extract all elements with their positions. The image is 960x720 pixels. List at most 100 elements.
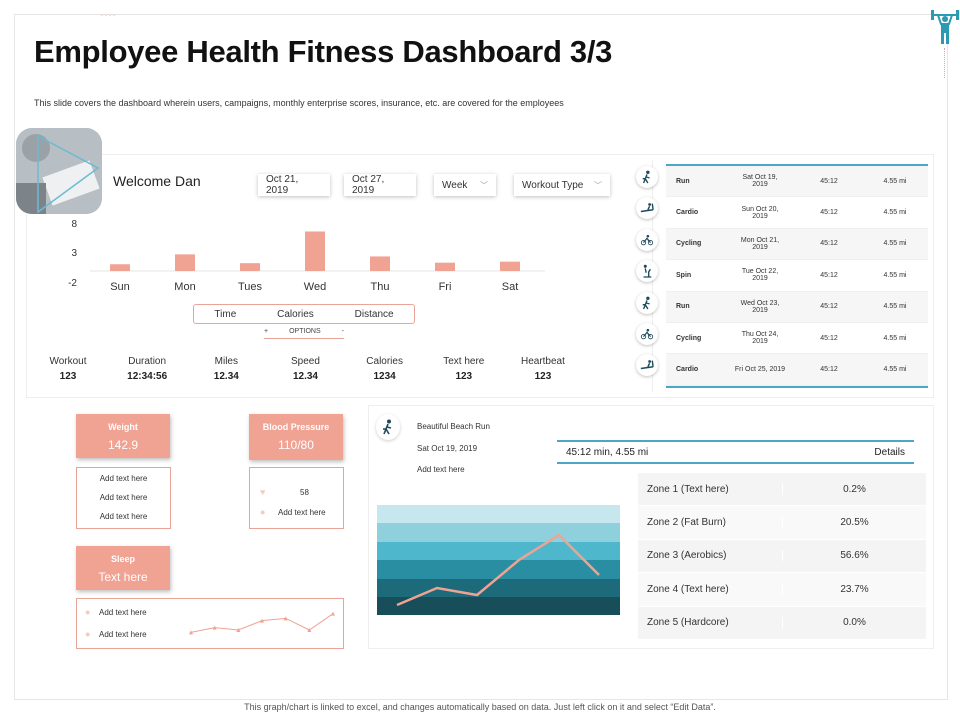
segment-distance[interactable]: Distance	[354, 308, 394, 320]
activity-row[interactable]: Cardio Sun Oct 20, 2019 45:12 4.55 mi	[666, 197, 928, 229]
sleep-trend-chart	[189, 611, 335, 635]
segment-calories[interactable]: Calories	[277, 308, 314, 320]
activity-row[interactable]: Cycling Thu Oct 24, 2019 45:12 4.55 mi	[666, 323, 928, 355]
blood-pressure-card[interactable]: Blood Pressure 110/80	[249, 414, 343, 460]
activity-distance: 4.55 mi	[883, 366, 907, 374]
segment-time[interactable]: Time	[214, 308, 237, 320]
weight-value: 142.9	[107, 438, 139, 452]
zone-row: Zone 4 (Text here) 23.7%	[638, 573, 926, 607]
activity-type: Cardio	[676, 209, 699, 217]
details-link[interactable]: Details	[874, 446, 905, 458]
heart-rate-value: 58	[300, 487, 309, 497]
end-date-value: Oct 27, 2019	[352, 174, 385, 196]
heart-rate-line	[396, 533, 600, 607]
activity-time: 45:12	[820, 209, 838, 217]
x-axis-labels: Sun Mon Tues Wed Thu Fri Sat	[90, 281, 545, 295]
activity-type: Spin	[676, 271, 692, 279]
x-tick-label: Wed	[303, 281, 327, 293]
zone-row: Zone 5 (Hardcore) 0.0%	[638, 606, 926, 640]
activity-date: Thu Oct 24, 2019	[741, 331, 779, 346]
metric-label: Speed	[291, 356, 320, 367]
activity-date: Tue Oct 22, 2019	[741, 268, 779, 283]
list-item-text: Add text here	[278, 507, 326, 517]
cyclist-icon	[636, 322, 658, 345]
list-item: Add text here	[99, 512, 148, 521]
weight-card[interactable]: Weight 142.9	[76, 414, 170, 458]
list-item: ♥ 58	[250, 482, 343, 502]
bar-sun	[110, 264, 130, 271]
zone-percent: 20.5%	[840, 517, 869, 529]
heart-rate-zone-chart	[377, 505, 620, 615]
workout-type-select[interactable]: Workout Type ﹀	[514, 174, 610, 196]
activity-type: Cycling	[676, 334, 702, 342]
activity-icons	[636, 166, 664, 386]
activity-row[interactable]: Cardio Fri Oct 25, 2019 45:12 4.55 mi	[666, 354, 928, 386]
x-tick-label: Fri	[438, 281, 452, 293]
activity-row[interactable]: Spin Tue Oct 22, 2019 45:12 4.55 mi	[666, 260, 928, 292]
activity-time: 45:12	[820, 271, 838, 279]
zone-percent: 0.2%	[843, 483, 866, 495]
trend-point	[212, 625, 217, 630]
run-note: Add text here	[417, 465, 465, 474]
bar-sat	[500, 261, 520, 271]
sleep-value: Text here	[98, 570, 148, 584]
options-plus-button[interactable]: +	[264, 328, 269, 335]
options-minus-button[interactable]: -	[341, 328, 344, 335]
bar-fri	[435, 262, 455, 271]
blood-pressure-label: Blood Pressure	[262, 422, 330, 432]
period-select[interactable]: Week ﹀	[434, 174, 496, 196]
activity-row[interactable]: Run Wed Oct 23, 2019 45:12 4.55 mi	[666, 291, 928, 323]
y-tick-label: 3	[71, 248, 77, 259]
options-control: + OPTIONS -	[264, 328, 344, 339]
activity-type: Cardio	[676, 366, 699, 374]
runner-icon	[636, 291, 658, 314]
metric-value: 123	[534, 371, 552, 382]
activity-distance: 4.55 mi	[883, 334, 907, 342]
zone-name: Zone 1 (Text here)	[638, 483, 783, 495]
start-date-picker[interactable]: Oct 21, 2019	[258, 174, 330, 196]
profile-photo	[16, 128, 102, 214]
activity-time: 45:12	[820, 303, 838, 311]
sleep-label: Sleep	[110, 554, 135, 564]
zone-row: Zone 3 (Aerobics) 56.6%	[638, 539, 926, 574]
metric-label: Workout	[49, 356, 87, 367]
sleep-card[interactable]: Sleep Text here	[76, 546, 170, 590]
bar-mon	[175, 254, 195, 271]
bullet-icon: ●	[85, 607, 91, 617]
activity-date: Wed Oct 23, 2019	[740, 299, 780, 314]
blood-pressure-value: 110/80	[278, 438, 314, 452]
activity-distance: 4.55 mi	[883, 303, 907, 311]
runner-icon	[376, 414, 400, 440]
blood-pressure-notes: ♥ 58 ● Add text here	[249, 467, 344, 529]
trend-point	[283, 616, 288, 621]
end-date-picker[interactable]: Oct 27, 2019	[344, 174, 416, 196]
activity-row[interactable]: Cycling Mon Oct 21, 2019 45:12 4.55 mi	[666, 228, 928, 261]
trend-point	[236, 628, 241, 632]
zone-name: Zone 3 (Aerobics)	[638, 550, 783, 562]
trend-point	[307, 628, 312, 632]
weight-notes: Add text here Add text here Add text her…	[76, 467, 171, 529]
activity-date: Sat Oct 19, 2019	[742, 174, 778, 189]
zone-percent: 0.0%	[843, 617, 866, 629]
zone-percent: 56.6%	[840, 550, 869, 562]
footer-note: This graph/chart is linked to excel, and…	[244, 702, 716, 712]
page-subtitle: This slide covers the dashboard wherein …	[34, 98, 564, 108]
metric-value: 12:34:56	[127, 371, 168, 382]
list-item: Add text here	[99, 474, 148, 483]
bar-wed	[305, 231, 325, 271]
activity-date: Sun Oct 20, 2019	[741, 205, 779, 220]
activity-table: Run Sat Oct 19, 2019 45:12 4.55 mi Cardio Sun…	[666, 164, 928, 388]
list-item: ● Add text here	[85, 607, 147, 617]
treadmill-icon	[636, 354, 658, 377]
x-tick-label: Tues	[237, 281, 263, 293]
bar-thu	[370, 256, 390, 271]
metric-calories: Calories 1234	[350, 356, 420, 382]
metric-value: 12.34	[213, 371, 239, 382]
weightlifter-icon	[930, 6, 960, 51]
run-summary: 45:12 min, 4.55 mi	[566, 446, 649, 458]
activity-type: Cycling	[676, 240, 702, 248]
zone-name: Zone 2 (Fat Burn)	[638, 517, 783, 529]
activity-row[interactable]: Run Sat Oct 19, 2019 45:12 4.55 mi	[666, 166, 928, 198]
metric-workout: Workout 123	[33, 356, 103, 382]
metric-label: Calories	[366, 356, 403, 367]
